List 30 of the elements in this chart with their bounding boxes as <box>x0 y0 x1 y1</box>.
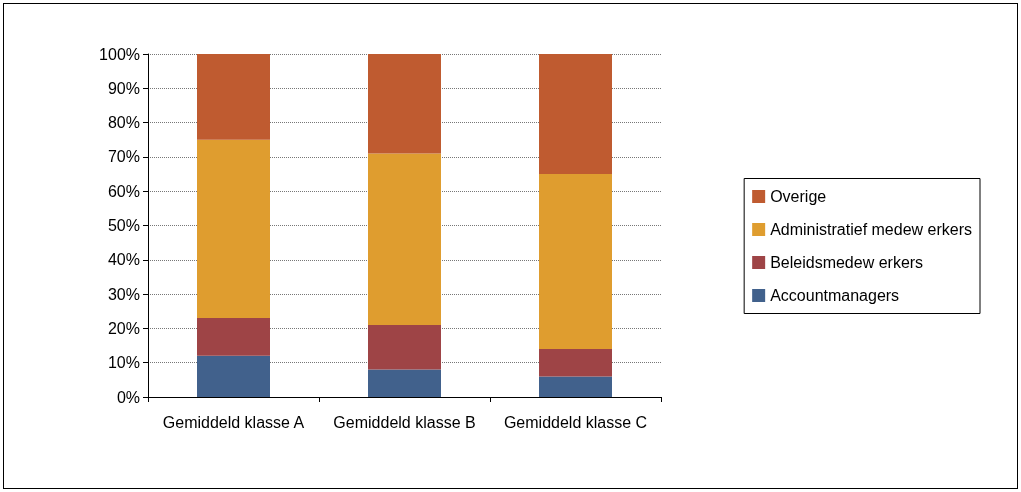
x-tick-label: Gemiddeld klasse A <box>162 413 305 431</box>
bar <box>368 54 441 154</box>
bar <box>197 355 270 397</box>
legend-label: Accountmanagers <box>770 287 900 304</box>
y-tick-label: 60% <box>107 182 140 200</box>
y-tick-label: 0% <box>116 388 140 406</box>
y-tick-label: 10% <box>107 354 140 372</box>
y-tick-label: 30% <box>107 285 140 303</box>
bar <box>539 376 612 397</box>
legend-label: Administratief medew erkers <box>770 221 972 238</box>
bar <box>368 153 441 325</box>
bar <box>368 369 441 397</box>
y-tick-label: 90% <box>107 79 140 97</box>
y-tick-label: 80% <box>107 114 140 132</box>
x-tick-label: Gemiddeld klasse C <box>503 413 648 431</box>
y-tick-label: 70% <box>107 148 140 166</box>
legend-label: Overige <box>770 188 827 205</box>
bar <box>539 174 612 349</box>
bar <box>539 54 612 175</box>
bar <box>197 139 270 319</box>
bar <box>197 318 270 356</box>
x-tick-label: Gemiddeld klasse B <box>333 413 476 431</box>
bar <box>368 324 441 370</box>
legend-label: Beleidsmedew erkers <box>770 254 924 271</box>
y-tick-label: 20% <box>107 319 140 337</box>
y-tick-label: 40% <box>107 251 140 269</box>
bar <box>197 54 270 140</box>
y-tick-label: 100% <box>99 45 140 63</box>
bar <box>539 348 612 377</box>
y-tick-label: 50% <box>107 217 140 234</box>
